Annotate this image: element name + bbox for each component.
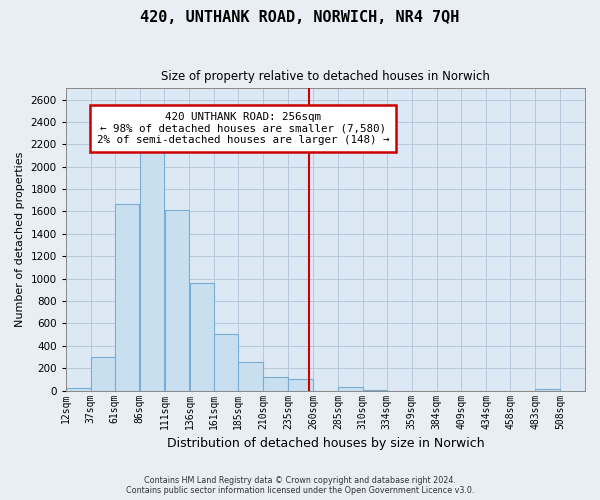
Bar xyxy=(535,389,560,390)
Title: Size of property relative to detached houses in Norwich: Size of property relative to detached ho… xyxy=(161,70,490,83)
Bar xyxy=(214,334,238,390)
Bar xyxy=(115,204,139,390)
Text: 420, UNTHANK ROAD, NORWICH, NR4 7QH: 420, UNTHANK ROAD, NORWICH, NR4 7QH xyxy=(140,10,460,25)
X-axis label: Distribution of detached houses by size in Norwich: Distribution of detached houses by size … xyxy=(167,437,484,450)
Bar xyxy=(288,379,313,390)
Bar xyxy=(91,357,115,390)
Text: 420 UNTHANK ROAD: 256sqm
← 98% of detached houses are smaller (7,580)
2% of semi: 420 UNTHANK ROAD: 256sqm ← 98% of detach… xyxy=(97,112,389,145)
Bar xyxy=(238,362,263,390)
Bar xyxy=(66,388,91,390)
Y-axis label: Number of detached properties: Number of detached properties xyxy=(15,152,25,327)
Bar xyxy=(338,386,362,390)
Bar xyxy=(190,283,214,391)
Bar xyxy=(164,210,189,390)
Bar xyxy=(140,150,164,390)
Bar xyxy=(263,377,288,390)
Text: Contains HM Land Registry data © Crown copyright and database right 2024.
Contai: Contains HM Land Registry data © Crown c… xyxy=(126,476,474,495)
